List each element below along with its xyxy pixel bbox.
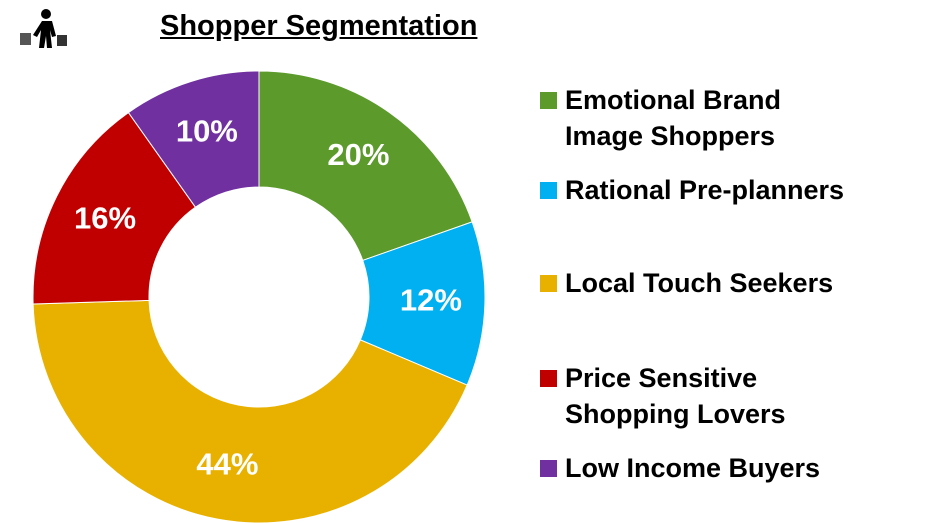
legend-swatch xyxy=(540,460,557,477)
legend-swatch xyxy=(540,182,557,199)
data-label: 12% xyxy=(400,282,462,317)
legend-label: Local Touch Seekers xyxy=(565,268,834,298)
legend-swatch xyxy=(540,275,557,292)
data-label: 44% xyxy=(196,446,258,481)
legend-item: Local Touch Seekers xyxy=(540,265,925,301)
legend-item: Low Income Buyers xyxy=(540,450,925,486)
data-label: 20% xyxy=(327,137,389,172)
chart-title: Shopper Segmentation xyxy=(160,10,478,42)
legend-label: Emotional Brand Image Shoppers xyxy=(565,85,782,151)
legend-label: Price Sensitive Shopping Lovers xyxy=(565,363,786,429)
donut-slice xyxy=(32,299,468,523)
legend-item: Price Sensitive Shopping Lovers xyxy=(540,360,865,432)
donut-slice xyxy=(258,70,473,262)
legend-item: Emotional Brand Image Shoppers xyxy=(540,82,865,154)
legend-item: Rational Pre-planners xyxy=(540,172,925,208)
legend-swatch xyxy=(540,370,557,387)
donut-slice xyxy=(32,111,197,305)
data-label: 10% xyxy=(176,113,238,148)
legend-swatch xyxy=(540,92,557,109)
legend-label: Low Income Buyers xyxy=(565,453,821,483)
legend-label: Rational Pre-planners xyxy=(565,175,845,205)
donut-slice xyxy=(127,70,260,208)
data-label: 16% xyxy=(74,201,136,236)
shopper-icon xyxy=(20,9,67,48)
